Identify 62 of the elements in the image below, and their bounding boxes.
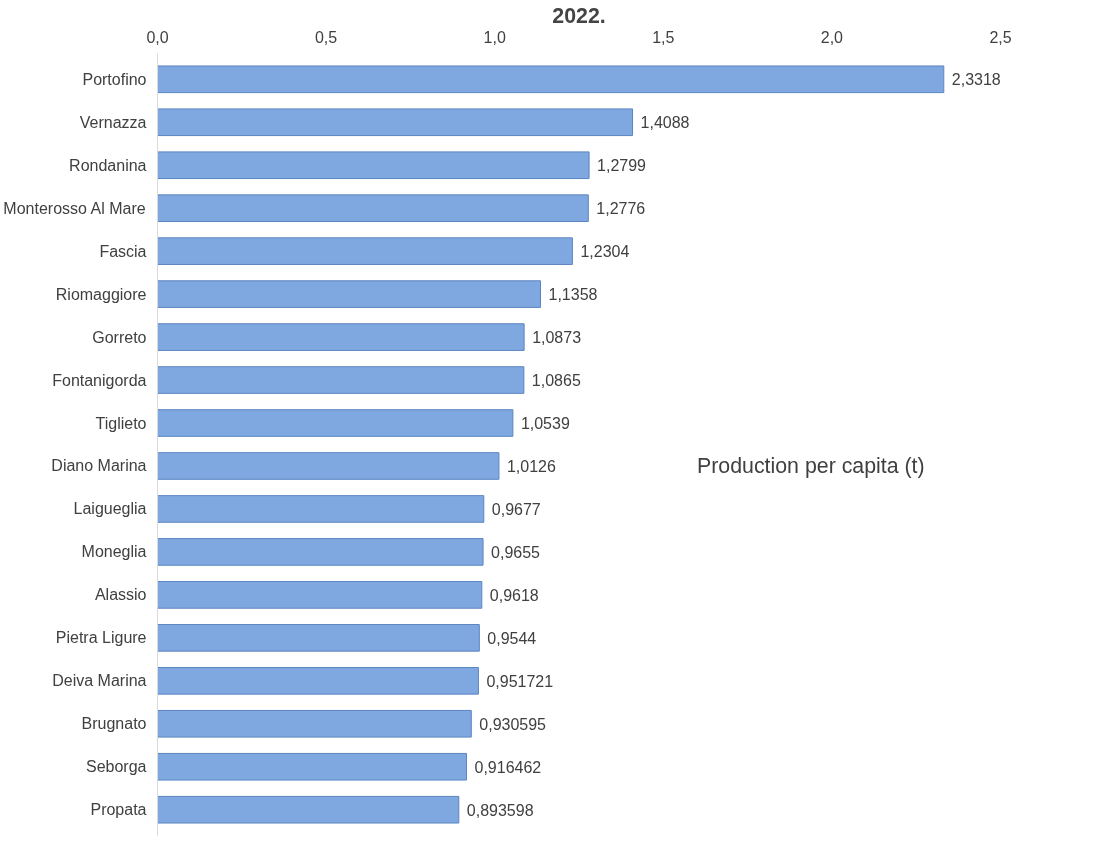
y-tick-label: Pietra Ligure bbox=[55, 629, 147, 647]
data-label: 2,3318 bbox=[951, 71, 1001, 89]
bar bbox=[157, 151, 590, 180]
y-tick-label: Rondanina bbox=[69, 156, 147, 174]
y-tick-label: Vernazza bbox=[79, 113, 147, 131]
bar bbox=[157, 65, 945, 94]
x-tick-label: 2,0 bbox=[820, 28, 844, 46]
bar bbox=[157, 581, 483, 609]
data-label: 1,2776 bbox=[596, 200, 646, 218]
y-tick-label: Moneglia bbox=[81, 543, 147, 561]
bar bbox=[157, 495, 485, 523]
bar bbox=[157, 752, 468, 781]
bar bbox=[157, 709, 472, 738]
y-tick-label: Brugnato bbox=[81, 715, 147, 733]
data-label: 0,916462 bbox=[474, 758, 542, 776]
data-label: 0,9544 bbox=[487, 629, 537, 647]
bar bbox=[157, 452, 500, 480]
bar bbox=[157, 795, 460, 824]
y-tick-label: Gorreto bbox=[92, 328, 147, 346]
x-tick-label: 0,0 bbox=[146, 28, 169, 46]
annotation: Production per capita (t) bbox=[697, 453, 925, 478]
y-tick-label: Monterosso Al Mare bbox=[3, 199, 146, 217]
y-tick-label: Deiva Marina bbox=[52, 672, 147, 690]
chart-title: 2022. bbox=[552, 3, 606, 28]
bar bbox=[157, 108, 634, 137]
data-label: 0,9655 bbox=[491, 543, 541, 561]
bar bbox=[157, 624, 480, 652]
data-label: 1,0865 bbox=[531, 372, 581, 390]
data-label: 0,930595 bbox=[479, 715, 547, 733]
data-label: 0,9618 bbox=[489, 586, 539, 604]
y-tick-label: Tiglieto bbox=[95, 414, 147, 432]
x-tick-label: 0,5 bbox=[314, 28, 338, 46]
bar bbox=[157, 366, 525, 394]
y-tick-label: Seborga bbox=[86, 758, 147, 776]
x-tick-label: 2,5 bbox=[989, 28, 1012, 46]
bar bbox=[157, 194, 589, 222]
y-tick-label: Riomaggiore bbox=[55, 285, 147, 303]
y-tick-label: Diano Marina bbox=[51, 457, 147, 475]
bar bbox=[157, 667, 479, 695]
x-tick-label: 1,5 bbox=[652, 28, 675, 46]
data-label: 0,9677 bbox=[491, 500, 541, 518]
data-label: 1,0126 bbox=[506, 457, 556, 475]
bar bbox=[157, 237, 573, 265]
data-label: 0,951721 bbox=[486, 672, 554, 690]
data-label: 1,0539 bbox=[520, 415, 570, 433]
data-label: 1,2304 bbox=[580, 243, 630, 261]
y-tick-label: Fontanigorda bbox=[52, 371, 147, 389]
y-tick-label: Propata bbox=[90, 801, 147, 819]
data-label: 1,1358 bbox=[548, 286, 598, 304]
bar bbox=[157, 323, 525, 351]
data-label: 1,0873 bbox=[532, 329, 582, 347]
y-tick-label: Portofino bbox=[82, 70, 147, 88]
data-label: 0,893598 bbox=[466, 801, 534, 819]
data-label: 1,4088 bbox=[640, 114, 690, 132]
bar bbox=[157, 409, 514, 437]
bar bbox=[157, 538, 484, 566]
y-tick-label: Fascia bbox=[99, 242, 147, 260]
bar bbox=[157, 280, 541, 308]
y-tick-label: Laigueglia bbox=[73, 500, 147, 518]
y-tick-label: Alassio bbox=[94, 586, 147, 604]
x-tick-label: 1,0 bbox=[483, 28, 506, 46]
data-label: 1,2799 bbox=[597, 157, 647, 175]
